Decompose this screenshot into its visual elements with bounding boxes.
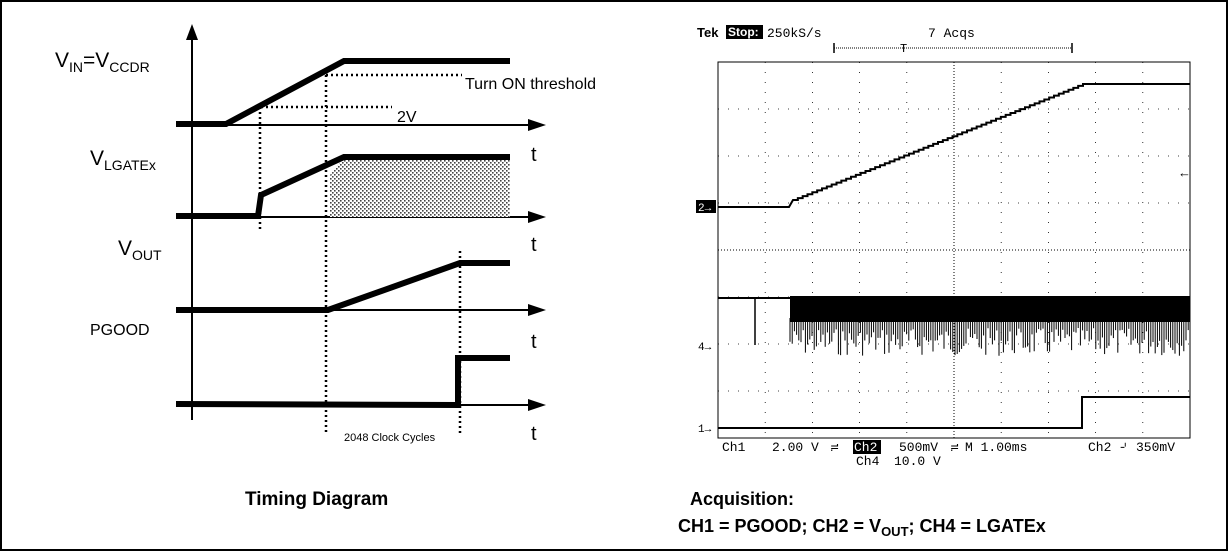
acquisition-channels: CH1 = PGOOD; CH2 = VOUT; CH4 = LGATEx bbox=[678, 516, 1046, 539]
trigger-position-marker: T bbox=[900, 42, 907, 56]
timing-y-arrow-icon bbox=[186, 24, 198, 40]
ch2-marker-box bbox=[696, 200, 716, 213]
rising-edge-icon: ⌏ bbox=[1120, 439, 1131, 454]
t-label-3: t bbox=[531, 331, 537, 353]
ch2-scale-box bbox=[853, 440, 881, 454]
ch4-switching-band bbox=[790, 296, 1190, 322]
ch1-marker: 1→ bbox=[698, 424, 712, 436]
vout-waveform bbox=[176, 260, 510, 313]
vlgate-axis-arrow-icon bbox=[528, 211, 546, 223]
trigger-source: Ch2 bbox=[1088, 440, 1111, 455]
trigger-level-arrow-icon: ← bbox=[1178, 165, 1191, 180]
vin-waveform bbox=[176, 58, 510, 127]
t-label-4: t bbox=[531, 423, 537, 445]
bw-limit-icon-2: ≓ bbox=[950, 442, 959, 454]
ch1-trace bbox=[718, 396, 1190, 429]
ch1-scale-name: Ch1 bbox=[722, 440, 746, 455]
ch2-trace bbox=[718, 83, 1190, 208]
turn-on-threshold-label: Turn ON threshold bbox=[465, 76, 596, 93]
lgate-switching-fill bbox=[330, 157, 510, 217]
scope-status-box bbox=[726, 25, 763, 39]
vout-axis-arrow-icon bbox=[528, 304, 546, 316]
ch4-scale-name: Ch4 bbox=[856, 454, 880, 469]
vlgate-waveform bbox=[176, 154, 510, 219]
pgood-waveform bbox=[175, 355, 510, 409]
acquisition-title: Acquisition: bbox=[690, 489, 794, 509]
scope-brand: Tek bbox=[697, 25, 719, 40]
vin-label: VIN=VCCDR bbox=[55, 49, 150, 75]
timing-diagram-caption: Timing Diagram bbox=[245, 489, 388, 510]
pgood-axis-arrow-icon bbox=[528, 399, 546, 411]
scope-sample-rate: 250kS/s bbox=[767, 26, 822, 41]
ch2-scale-value: 500mV bbox=[899, 440, 938, 455]
ch1-scale-value: 2.00 V bbox=[772, 440, 819, 455]
t-label-1: t bbox=[531, 144, 537, 166]
scope-status: Stop: bbox=[728, 25, 759, 39]
scope-grid bbox=[718, 62, 1190, 438]
ch2-marker: 2→ bbox=[698, 203, 712, 215]
scope-screenshot: Tek Stop: 250kS/s 7 Acqs T 2→ 4→ 1→ ← Ch… bbox=[678, 25, 1191, 539]
ch4-marker: 4→ bbox=[698, 342, 712, 354]
timing-diagram: VIN=VCCDR Turn ON threshold 2V VLGATEx V… bbox=[55, 24, 596, 510]
vlgate-label: VLGATEx bbox=[90, 147, 156, 173]
vin-axis-arrow-icon bbox=[528, 119, 546, 131]
t-label-2: t bbox=[531, 234, 537, 256]
scope-graticule bbox=[717, 61, 1191, 439]
vout-label: VOUT bbox=[118, 237, 162, 263]
clock-cycles-label: 2048 Clock Cycles bbox=[344, 432, 436, 444]
timebase: M 1.00ms bbox=[965, 440, 1027, 455]
two-volt-label: 2V bbox=[397, 109, 417, 126]
ch4-trace bbox=[718, 296, 1190, 356]
ch2-scale-name: Ch2 bbox=[854, 440, 877, 455]
bw-limit-icon-1: ≓ bbox=[830, 442, 839, 454]
ch4-scale-value: 10.0 V bbox=[894, 454, 941, 469]
pgood-label: PGOOD bbox=[90, 322, 150, 339]
trigger-level: 350mV bbox=[1136, 440, 1175, 455]
scope-acquisitions: 7 Acqs bbox=[928, 26, 975, 41]
